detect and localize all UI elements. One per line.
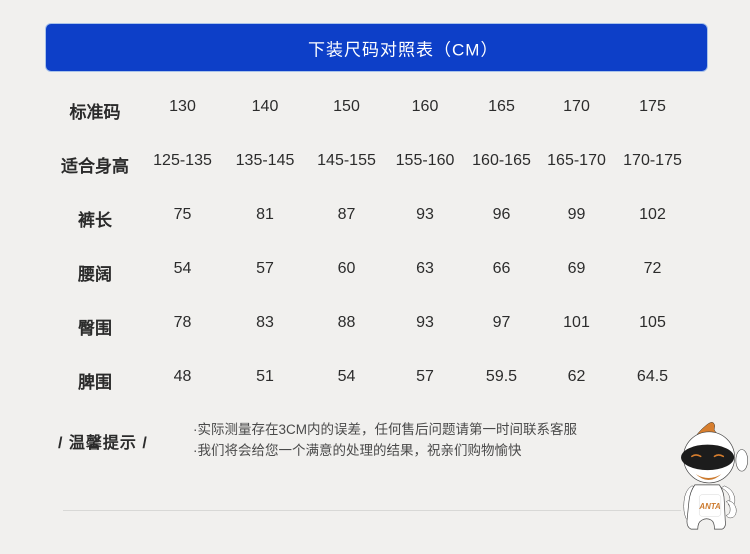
svg-text:ANTA: ANTA xyxy=(698,502,721,511)
